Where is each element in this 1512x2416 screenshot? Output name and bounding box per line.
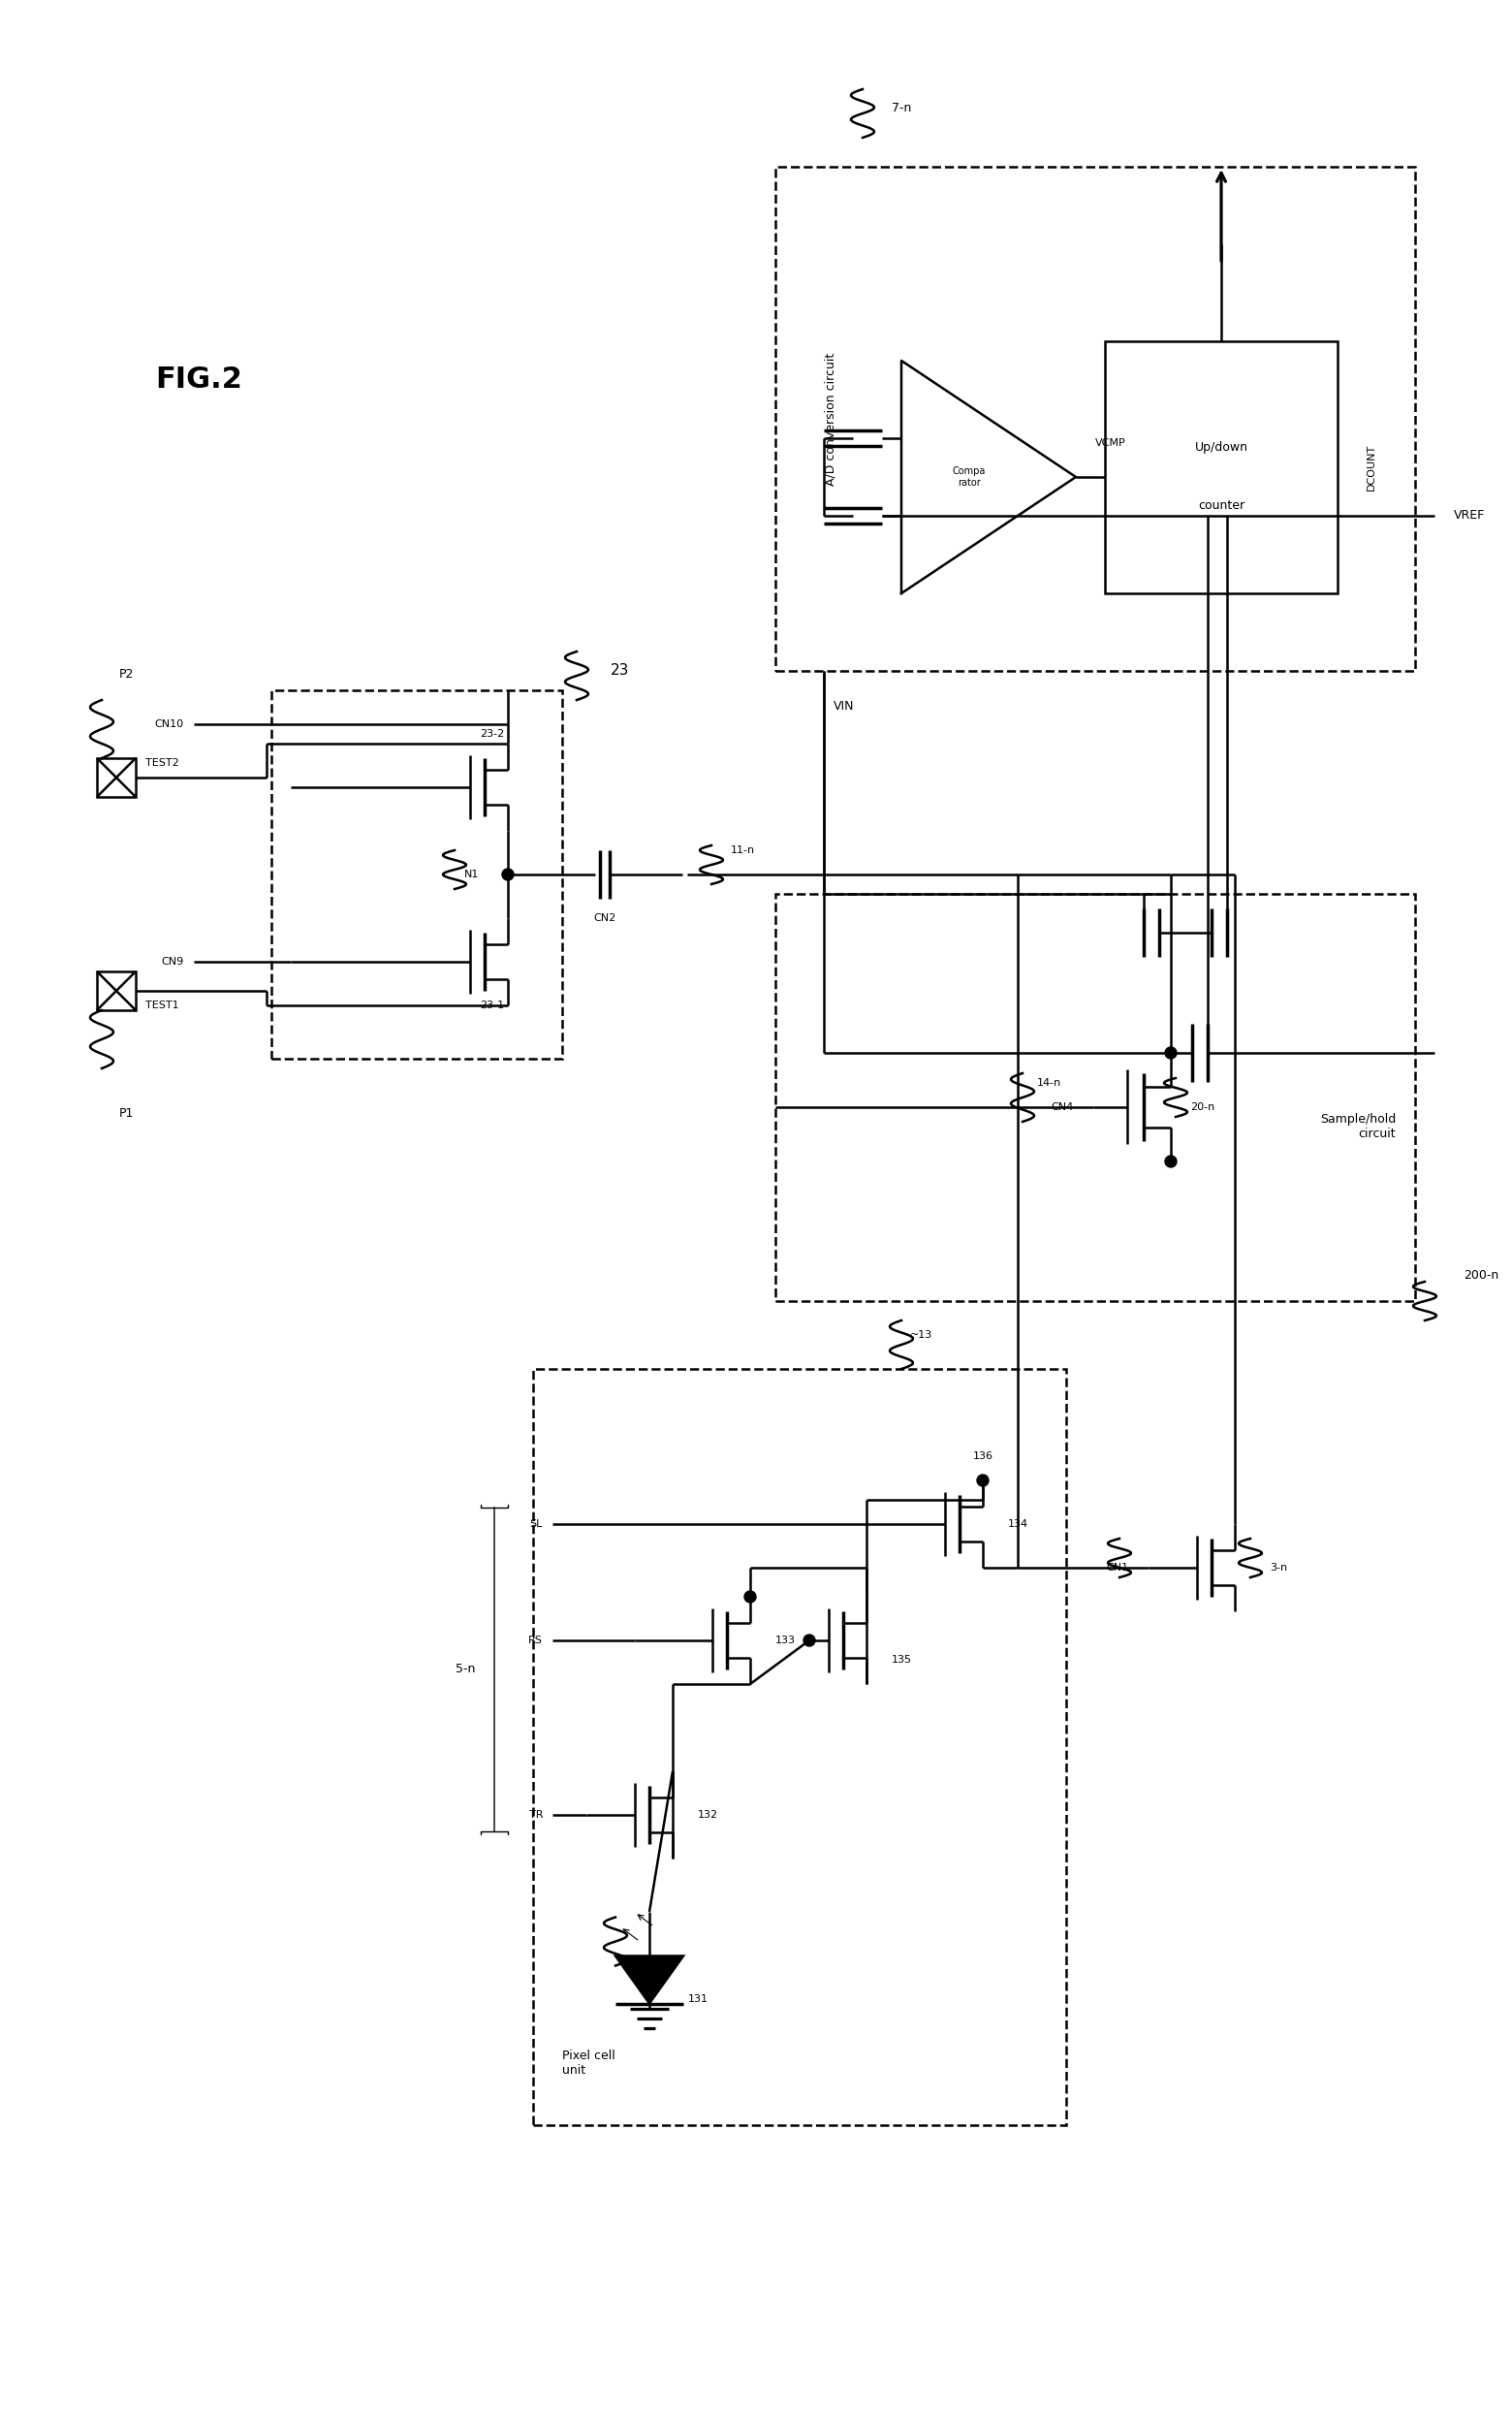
Text: 132: 132: [699, 1810, 718, 1819]
Text: VCMP: VCMP: [1095, 437, 1126, 447]
Text: RS: RS: [528, 1636, 543, 1645]
Bar: [97, 759, 136, 797]
Text: CN2: CN2: [594, 913, 615, 923]
Text: 7-n: 7-n: [892, 101, 912, 116]
Text: 133: 133: [776, 1636, 795, 1645]
Text: 23: 23: [611, 664, 629, 679]
Circle shape: [1166, 1155, 1176, 1167]
Bar: [776, 894, 1415, 1302]
Text: 23-2: 23-2: [479, 730, 503, 739]
Text: 20-n: 20-n: [1190, 1102, 1214, 1111]
Text: N1: N1: [464, 870, 479, 879]
Text: 200-n: 200-n: [1464, 1268, 1498, 1280]
Text: SL: SL: [529, 1520, 543, 1529]
Circle shape: [502, 870, 514, 879]
Bar: [1105, 341, 1338, 594]
Text: 134: 134: [1009, 1520, 1028, 1529]
Bar: [776, 167, 1415, 672]
Circle shape: [744, 1592, 756, 1602]
Text: TEST2: TEST2: [145, 759, 178, 768]
Text: Pixel cell
unit: Pixel cell unit: [562, 2049, 615, 2078]
Text: 23-1: 23-1: [479, 1000, 503, 1010]
Text: TR: TR: [529, 1810, 543, 1819]
Bar: [97, 971, 136, 1010]
Text: P1: P1: [118, 1107, 133, 1119]
Text: counter: counter: [1198, 500, 1244, 512]
Text: 131: 131: [688, 1993, 709, 2003]
Text: P2: P2: [118, 667, 133, 681]
Text: Up/down: Up/down: [1194, 442, 1247, 454]
Text: Sample/hold
circuit: Sample/hold circuit: [1320, 1114, 1396, 1140]
Text: 11-n: 11-n: [730, 846, 754, 855]
Text: A/D conversion circuit: A/D conversion circuit: [824, 353, 836, 486]
Text: VIN: VIN: [833, 701, 854, 713]
Text: 135: 135: [892, 1655, 912, 1665]
Text: CN1: CN1: [1107, 1563, 1129, 1573]
Text: 136: 136: [972, 1452, 993, 1462]
Text: CN4: CN4: [1051, 1102, 1074, 1111]
Text: FIG.2: FIG.2: [156, 365, 242, 394]
Text: CN9: CN9: [162, 957, 184, 966]
Text: 14-n: 14-n: [1037, 1078, 1061, 1087]
Polygon shape: [615, 1957, 683, 2003]
Circle shape: [977, 1474, 989, 1486]
Text: TEST1: TEST1: [145, 1000, 178, 1010]
Circle shape: [803, 1636, 815, 1645]
Text: ~13: ~13: [910, 1331, 931, 1341]
Text: VREF: VREF: [1455, 510, 1485, 522]
Circle shape: [1166, 1046, 1176, 1058]
Text: CN10: CN10: [154, 720, 184, 730]
Text: Compa
rator: Compa rator: [953, 466, 986, 488]
Text: DCOUNT: DCOUNT: [1367, 445, 1376, 490]
Bar: [271, 691, 562, 1058]
Bar: [534, 1370, 1066, 2126]
Text: 5-n: 5-n: [455, 1662, 475, 1677]
Text: 3-n: 3-n: [1270, 1563, 1287, 1573]
